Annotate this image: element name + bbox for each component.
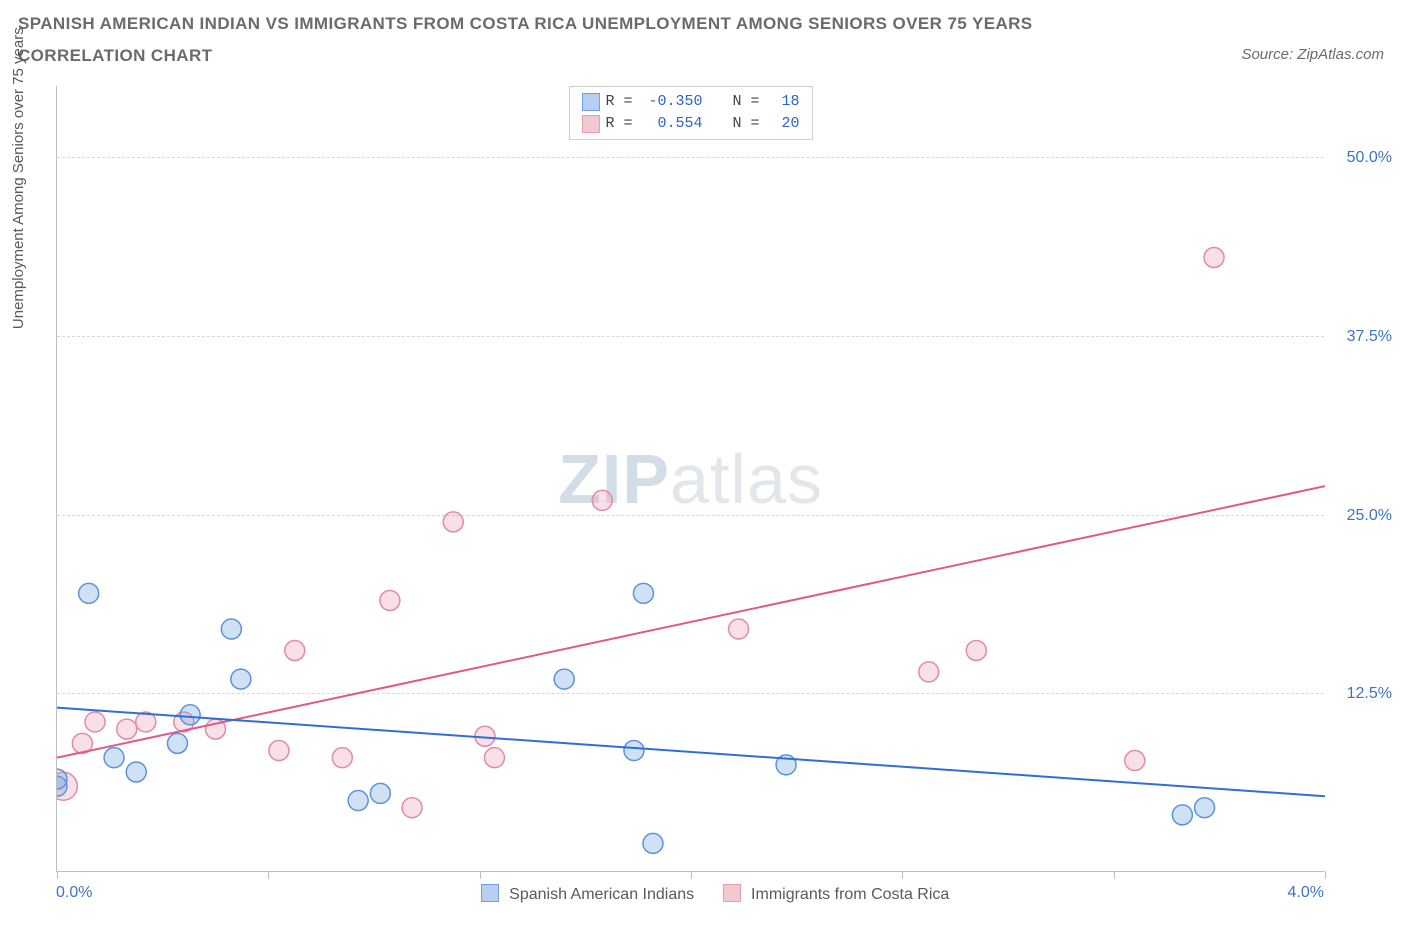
swatch-blue-icon xyxy=(581,93,599,111)
data-point xyxy=(966,640,986,660)
data-point xyxy=(167,733,187,753)
data-point xyxy=(332,748,352,768)
trend-line xyxy=(57,486,1325,758)
bottom-legend: Spanish American Indians Immigrants from… xyxy=(0,884,1406,904)
data-point xyxy=(643,833,663,853)
correlation-row-pink: R = 0.554 N = 20 xyxy=(581,113,799,135)
data-point xyxy=(633,583,653,603)
chart-plot-area: 12.5%25.0%37.5%50.0% ZIPatlas R = -0.350… xyxy=(56,86,1324,872)
data-point xyxy=(126,762,146,782)
y-tick-label: 37.5% xyxy=(1347,328,1392,346)
data-point xyxy=(1125,751,1145,771)
data-point xyxy=(443,512,463,532)
data-point xyxy=(484,748,504,768)
chart-title-block: SPANISH AMERICAN INDIAN VS IMMIGRANTS FR… xyxy=(0,0,1406,66)
y-axis-label: Unemployment Among Seniors over 75 years xyxy=(10,27,27,329)
x-tick xyxy=(268,871,269,879)
x-tick xyxy=(691,871,692,879)
r-value-blue: -0.350 xyxy=(638,91,702,113)
correlation-legend-box: R = -0.350 N = 18 R = 0.554 N = 20 xyxy=(568,86,812,140)
data-point xyxy=(370,783,390,803)
correlation-row-blue: R = -0.350 N = 18 xyxy=(581,91,799,113)
x-tick xyxy=(902,871,903,879)
x-tick xyxy=(57,871,58,879)
data-point xyxy=(79,583,99,603)
r-label: R = xyxy=(605,113,632,135)
data-point xyxy=(1204,247,1224,267)
scatter-plot-svg xyxy=(57,86,1325,872)
data-point xyxy=(919,662,939,682)
n-value-blue: 18 xyxy=(766,91,800,113)
x-tick xyxy=(480,871,481,879)
chart-title-line1: SPANISH AMERICAN INDIAN VS IMMIGRANTS FR… xyxy=(18,14,1406,34)
data-point xyxy=(117,719,137,739)
source-attribution: Source: ZipAtlas.com xyxy=(1241,46,1384,63)
data-point xyxy=(554,669,574,689)
y-tick-label: 25.0% xyxy=(1347,507,1392,525)
data-point xyxy=(85,712,105,732)
data-point xyxy=(269,741,289,761)
data-point xyxy=(402,798,422,818)
data-point xyxy=(624,741,644,761)
n-label: N = xyxy=(733,91,760,113)
legend-label-pink: Immigrants from Costa Rica xyxy=(751,886,949,903)
legend-label-blue: Spanish American Indians xyxy=(509,886,694,903)
x-tick xyxy=(1114,871,1115,879)
data-point xyxy=(1172,805,1192,825)
swatch-pink-icon xyxy=(581,115,599,133)
swatch-blue-icon xyxy=(481,884,499,902)
x-tick xyxy=(1325,871,1326,879)
data-point xyxy=(729,619,749,639)
data-point xyxy=(104,748,124,768)
r-value-pink: 0.554 xyxy=(638,113,702,135)
swatch-pink-icon xyxy=(723,884,741,902)
n-label: N = xyxy=(733,113,760,135)
n-value-pink: 20 xyxy=(766,113,800,135)
y-tick-label: 12.5% xyxy=(1347,685,1392,703)
data-point xyxy=(285,640,305,660)
y-tick-label: 50.0% xyxy=(1347,149,1392,167)
r-label: R = xyxy=(605,91,632,113)
data-point xyxy=(348,791,368,811)
data-point xyxy=(380,590,400,610)
chart-title-line2: CORRELATION CHART xyxy=(18,46,1406,66)
data-point xyxy=(231,669,251,689)
data-point xyxy=(221,619,241,639)
data-point xyxy=(1195,798,1215,818)
data-point xyxy=(592,490,612,510)
data-point xyxy=(180,705,200,725)
